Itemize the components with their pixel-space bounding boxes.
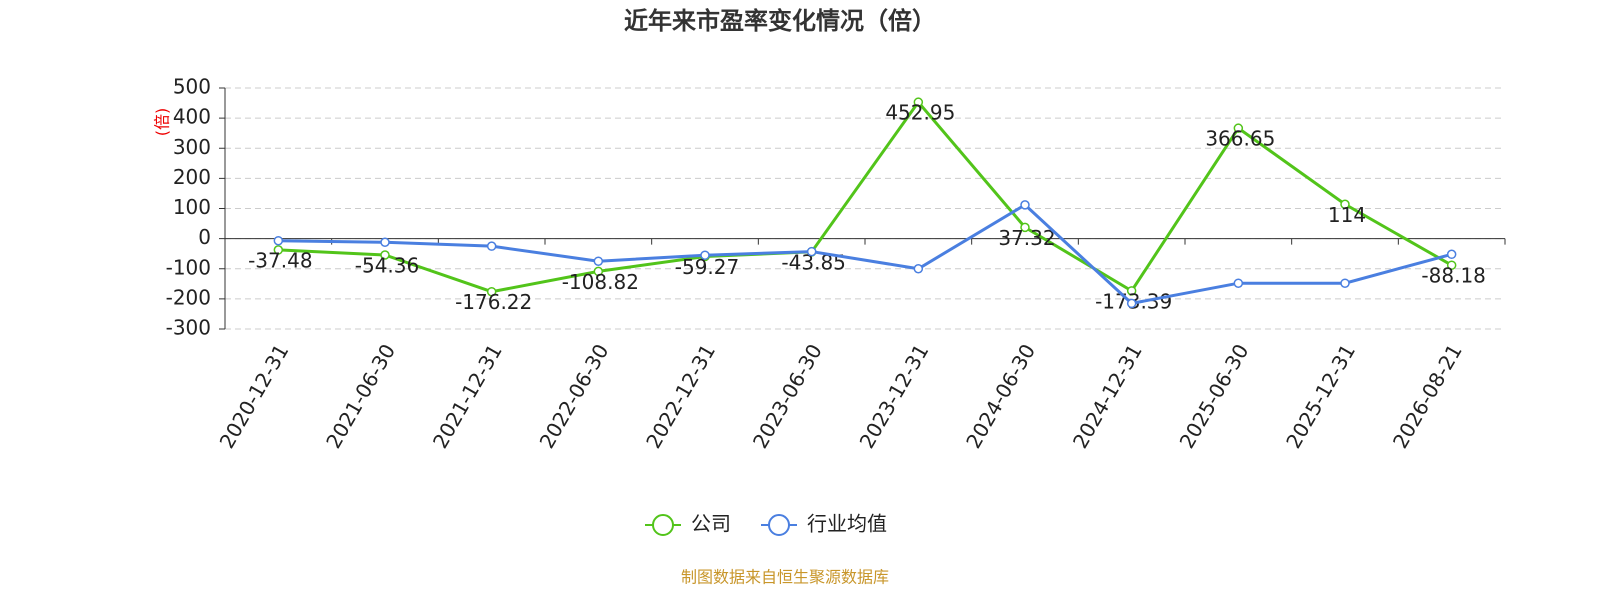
- x-tick-label: 2023-06-30: [748, 340, 827, 453]
- x-tick-label: 2022-12-31: [641, 340, 720, 453]
- x-tick-label: 2024-06-30: [961, 340, 1040, 453]
- data-point: [1233, 278, 1244, 288]
- y-tick-label: 0: [198, 225, 211, 249]
- x-tick-label: 2021-12-31: [428, 340, 507, 453]
- data-point: [1020, 200, 1030, 210]
- x-tick-label: 2024-12-31: [1068, 340, 1147, 453]
- data-point: [806, 246, 817, 257]
- x-tick-label: 2020-12-31: [215, 340, 294, 453]
- data-point: [380, 250, 390, 260]
- x-tick-label: 2022-06-30: [535, 340, 614, 453]
- data-label: 37.32: [998, 226, 1055, 250]
- x-tick-label: 2025-06-30: [1175, 340, 1254, 453]
- y-tick-label: 200: [173, 165, 211, 189]
- data-point: [1446, 260, 1457, 270]
- data-label: 452.95: [885, 101, 955, 125]
- series-line: [278, 203, 1453, 306]
- data-point: [486, 241, 497, 251]
- data-label: -88.18: [1421, 264, 1485, 288]
- x-tick-label: 2026-08-21: [1388, 340, 1467, 453]
- legend-label[interactable]: 行业均值: [807, 512, 887, 536]
- data-point: [273, 235, 284, 246]
- x-tick-label: 2025-12-31: [1281, 340, 1360, 453]
- data-point: [1233, 123, 1244, 133]
- y-tick-label: 400: [173, 105, 211, 129]
- legend-marker: [652, 514, 674, 536]
- y-axis-label: (倍): [153, 108, 172, 137]
- data-point: [1340, 278, 1350, 288]
- data-point: [1340, 199, 1350, 210]
- data-label: 114: [1328, 203, 1366, 227]
- data-point: [913, 97, 924, 107]
- source-note: 制图数据来自恒生聚源数据库: [681, 568, 889, 587]
- x-tick-label: 2023-12-31: [855, 340, 934, 453]
- data-point: [380, 237, 390, 247]
- y-tick-label: 500: [173, 75, 211, 99]
- series-line: [278, 99, 1453, 294]
- x-tick-label: 2021-06-30: [321, 340, 400, 453]
- y-tick-label: 300: [173, 135, 211, 159]
- data-point: [913, 264, 924, 274]
- data-point: [1126, 298, 1137, 309]
- data-point: [700, 250, 710, 260]
- data-point: [593, 266, 604, 277]
- data-point: [1126, 286, 1137, 296]
- legend-label[interactable]: 公司: [691, 512, 731, 536]
- chart-title: 近年来市盈率变化情况（倍）: [624, 7, 936, 35]
- data-point: [1020, 222, 1030, 233]
- data-label: 366.65: [1205, 127, 1275, 151]
- legend-marker: [768, 514, 790, 536]
- y-tick-label: 100: [173, 195, 211, 219]
- data-point: [593, 256, 604, 266]
- data-label: -54.36: [355, 254, 419, 278]
- data-label: -108.82: [562, 270, 639, 294]
- y-tick-label: -200: [166, 285, 211, 309]
- data-point: [1446, 249, 1457, 260]
- data-label: -176.22: [455, 290, 532, 314]
- y-tick-label: -300: [166, 316, 211, 340]
- y-tick-label: -100: [166, 255, 211, 279]
- data-point: [273, 245, 284, 255]
- data-label: -37.48: [248, 248, 312, 272]
- data-point: [486, 286, 497, 297]
